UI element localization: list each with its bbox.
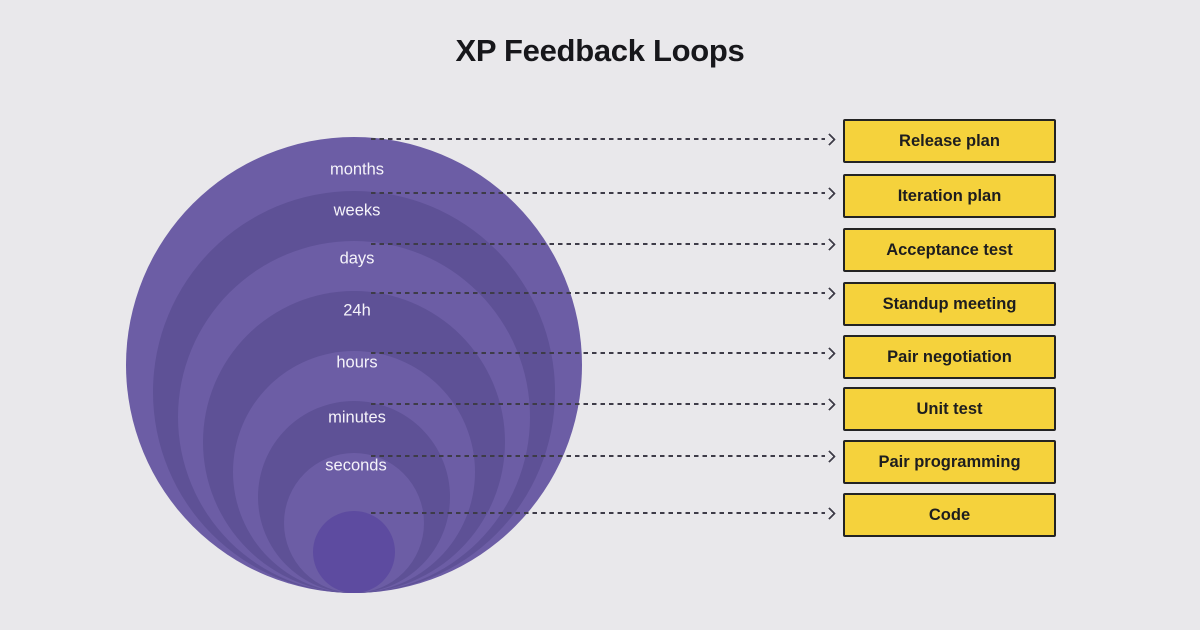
ring-label-minutes: minutes [328, 408, 386, 427]
ring-label-seconds: seconds [325, 456, 387, 475]
ring-label-24h: 24h [343, 301, 371, 320]
connector-unit-test [371, 397, 836, 411]
connector-standup-meeting [371, 286, 836, 300]
arrow-right-icon [823, 237, 836, 251]
arrow-right-icon [823, 186, 836, 200]
connector-iteration-plan [371, 186, 836, 200]
practice-box-pair-programming: Pair programming [843, 440, 1056, 484]
ring-label-months: months [329, 160, 385, 179]
ring-label-weeks: weeks [333, 201, 381, 220]
practice-box-code: Code [843, 493, 1056, 537]
arrow-right-icon [823, 397, 836, 411]
practice-box-unit-test: Unit test [843, 387, 1056, 431]
arrow-right-icon [823, 286, 836, 300]
connector-release-plan [371, 132, 836, 146]
ring-label-hours: hours [336, 353, 378, 372]
practice-box-standup-meeting: Standup meeting [843, 282, 1056, 326]
practice-box-iteration-plan: Iteration plan [843, 174, 1056, 218]
arrow-right-icon [823, 346, 836, 360]
connector-pair-programming [371, 449, 836, 463]
connector-pair-negotiation [371, 346, 836, 360]
practice-box-acceptance-test: Acceptance test [843, 228, 1056, 272]
circle-code [313, 511, 395, 593]
practice-box-release-plan: Release plan [843, 119, 1056, 163]
arrow-right-icon [823, 506, 836, 520]
arrow-right-icon [823, 449, 836, 463]
page-title: XP Feedback Loops [455, 33, 745, 68]
ring-label-days: days [339, 249, 375, 268]
arrow-right-icon [823, 132, 836, 146]
practice-box-pair-negotiation: Pair negotiation [843, 335, 1056, 379]
connector-code [371, 506, 836, 520]
connector-acceptance-test [371, 237, 836, 251]
